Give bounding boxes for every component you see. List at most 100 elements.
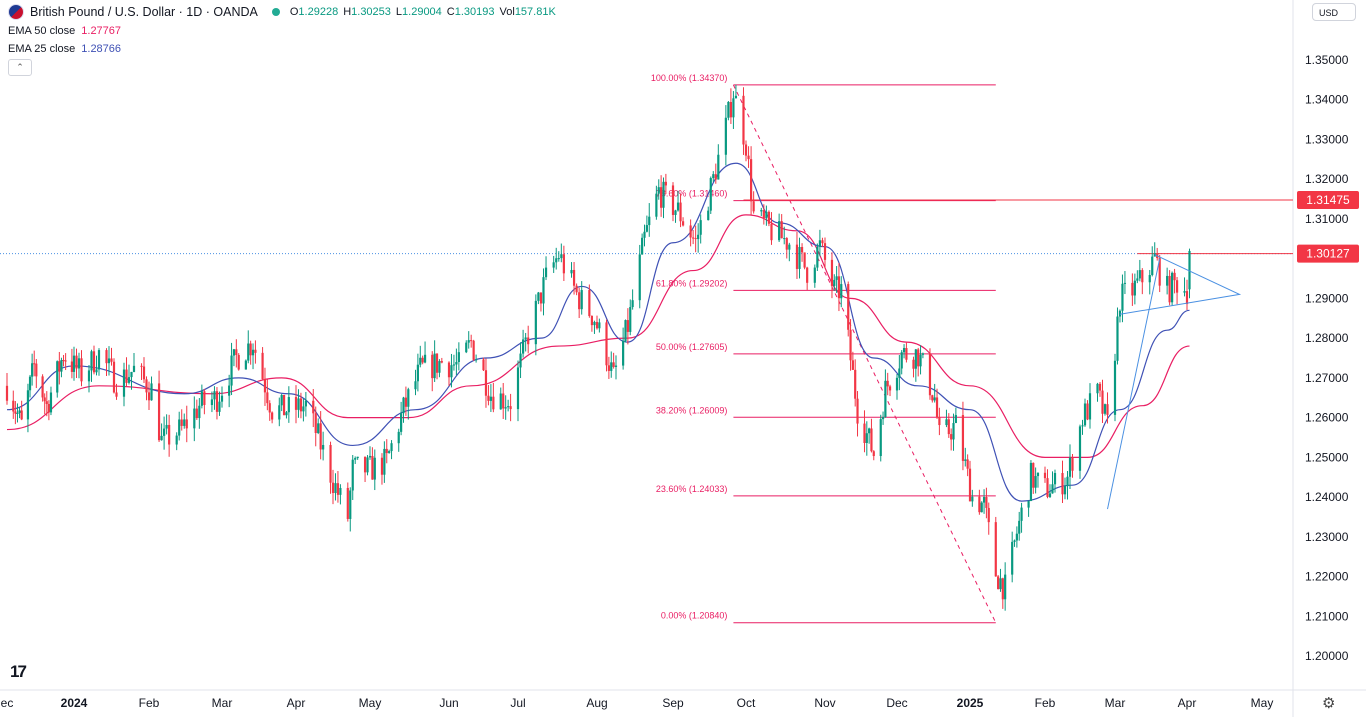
- candle-down: [767, 211, 771, 224]
- candle-up: [1048, 493, 1052, 497]
- market-status-icon: [271, 8, 280, 16]
- candle-down: [502, 393, 505, 409]
- candle-down: [421, 357, 424, 363]
- candle-down: [14, 411, 17, 414]
- candle-up: [438, 361, 441, 373]
- gbp-flag-icon: [8, 4, 24, 20]
- candle-up: [354, 458, 357, 460]
- candle-up: [1013, 540, 1016, 542]
- candle-up: [368, 455, 372, 458]
- candle-up: [1083, 403, 1087, 426]
- candle-up: [349, 490, 352, 519]
- candle-down: [440, 361, 443, 363]
- plot-area: 100.00% (1.34370) 78.60% (1.31460) 61.80% …: [0, 73, 1293, 624]
- candle-up: [788, 244, 791, 250]
- candle-up: [127, 377, 131, 383]
- candle-down: [157, 383, 161, 441]
- trend-line: [1107, 258, 1161, 510]
- ema25-label: EMA 25 close: [8, 43, 76, 55]
- candle-up: [160, 435, 163, 441]
- candle-up: [228, 385, 231, 396]
- candle-down: [785, 238, 788, 250]
- candle-up: [213, 391, 216, 400]
- candle-down: [572, 269, 576, 286]
- candle-down: [823, 243, 827, 260]
- candle-up: [1063, 486, 1067, 495]
- candle-down: [935, 397, 939, 418]
- ohlc-high: H1.30253: [343, 6, 391, 18]
- candle-down: [492, 396, 495, 410]
- fib-level-label: 23.60% (1.24033): [656, 484, 728, 494]
- candle-up: [884, 380, 887, 418]
- ema50-legend[interactable]: EMA 50 close 1.27767: [8, 25, 121, 37]
- candle-down: [886, 380, 889, 387]
- y-tick-label: 1.32000: [1305, 172, 1349, 186]
- candle-down: [435, 353, 439, 373]
- candle-up: [881, 417, 885, 420]
- ema25-legend[interactable]: EMA 25 close 1.28766: [8, 43, 121, 55]
- candle-down: [62, 360, 65, 362]
- candle-down: [140, 365, 143, 367]
- candle-down: [371, 455, 374, 480]
- y-tick-label: 1.20000: [1305, 649, 1349, 663]
- candle-down: [527, 337, 530, 345]
- candle-down: [539, 292, 543, 304]
- candle-up: [414, 381, 417, 390]
- candle-down: [1043, 472, 1047, 479]
- candle-up: [964, 459, 967, 461]
- candle-down: [762, 210, 765, 219]
- candle-up: [798, 247, 801, 269]
- candle-up: [339, 487, 342, 495]
- candle-up: [356, 456, 359, 459]
- y-tick-label: 1.31000: [1305, 212, 1349, 226]
- candle-up: [163, 428, 166, 436]
- candle-up: [465, 342, 468, 353]
- tradingview-logo[interactable]: 17: [10, 662, 27, 681]
- candle-up: [945, 419, 948, 426]
- candle-down: [1106, 404, 1109, 415]
- candle-down: [237, 354, 240, 370]
- candle-down: [64, 360, 67, 362]
- candle-down: [837, 276, 841, 299]
- candle-up: [657, 187, 660, 194]
- candle-up: [1088, 393, 1092, 420]
- collapse-legend-button[interactable]: ⌃: [8, 59, 32, 76]
- fib-level-label: 78.60% (1.31460): [656, 189, 728, 199]
- candle-down: [331, 482, 335, 494]
- candle-down: [847, 284, 850, 330]
- y-tick-label: 1.33000: [1305, 132, 1349, 146]
- settings-gear-icon[interactable]: ⚙: [1322, 695, 1336, 712]
- candle-up: [400, 413, 403, 432]
- candle-down: [484, 370, 488, 396]
- candle-up: [1015, 533, 1018, 541]
- candle-down: [681, 221, 685, 226]
- currency-selector[interactable]: USD: [1312, 3, 1356, 21]
- candle-up: [580, 290, 583, 310]
- candle-down: [380, 457, 384, 475]
- candle-down: [605, 322, 608, 366]
- fib-level-label: 50.00% (1.27605): [656, 342, 728, 352]
- candle-up: [322, 444, 325, 450]
- candle-down: [203, 391, 206, 406]
- candle-up: [868, 428, 871, 434]
- candle-down: [282, 394, 286, 416]
- candle-up: [1034, 476, 1037, 488]
- candle-down: [105, 350, 108, 364]
- candle-up: [816, 246, 819, 268]
- candle-up: [707, 210, 710, 221]
- candle-up: [455, 362, 458, 365]
- candle-up: [402, 397, 405, 414]
- candle-down: [694, 238, 697, 240]
- candle-up: [95, 369, 98, 373]
- symbol-header[interactable]: British Pound / U.S. Dollar · 1D · OANDA…: [8, 4, 561, 20]
- candle-down: [294, 397, 298, 410]
- candle-down: [806, 267, 809, 283]
- candle-down: [75, 355, 78, 369]
- candle-up: [840, 284, 843, 299]
- x-tick-label: Apr: [287, 696, 306, 710]
- candle-down: [1175, 280, 1179, 293]
- candle-down: [145, 379, 148, 393]
- candle-down: [679, 202, 682, 222]
- candle-up: [28, 376, 32, 391]
